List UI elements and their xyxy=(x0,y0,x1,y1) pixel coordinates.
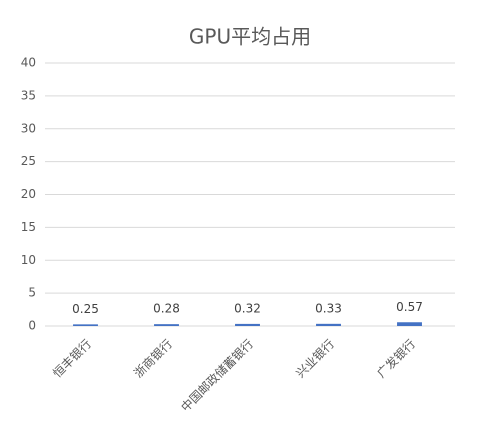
x-tick-label: 中国邮政储蓄银行 xyxy=(178,336,256,414)
x-tick-label: 浙商银行 xyxy=(131,336,176,381)
y-tick-label: 5 xyxy=(28,286,36,300)
bar xyxy=(316,323,341,326)
data-label: 0.57 xyxy=(396,300,423,314)
data-label: 0.25 xyxy=(72,302,99,316)
bar xyxy=(235,323,260,326)
data-label: 0.32 xyxy=(234,301,261,315)
x-tick-label: 广发银行 xyxy=(374,336,419,381)
bar xyxy=(397,322,422,326)
y-tick-label: 0 xyxy=(28,319,36,333)
data-label: 0.28 xyxy=(153,302,180,316)
y-tick-label: 30 xyxy=(21,121,36,135)
y-tick-label: 40 xyxy=(21,56,36,70)
y-tick-label: 35 xyxy=(21,88,36,102)
data-label: 0.33 xyxy=(315,301,342,315)
bar xyxy=(154,324,179,326)
y-tick-label: 20 xyxy=(21,187,36,201)
y-tick-label: 25 xyxy=(21,154,36,168)
bar xyxy=(73,324,98,326)
y-tick-label: 15 xyxy=(21,220,36,234)
x-tick-label: 兴业银行 xyxy=(293,337,337,381)
x-tick-label: 恒丰银行 xyxy=(50,337,94,381)
y-tick-label: 10 xyxy=(21,253,36,267)
chart-title: GPU平均占用 xyxy=(189,25,311,49)
